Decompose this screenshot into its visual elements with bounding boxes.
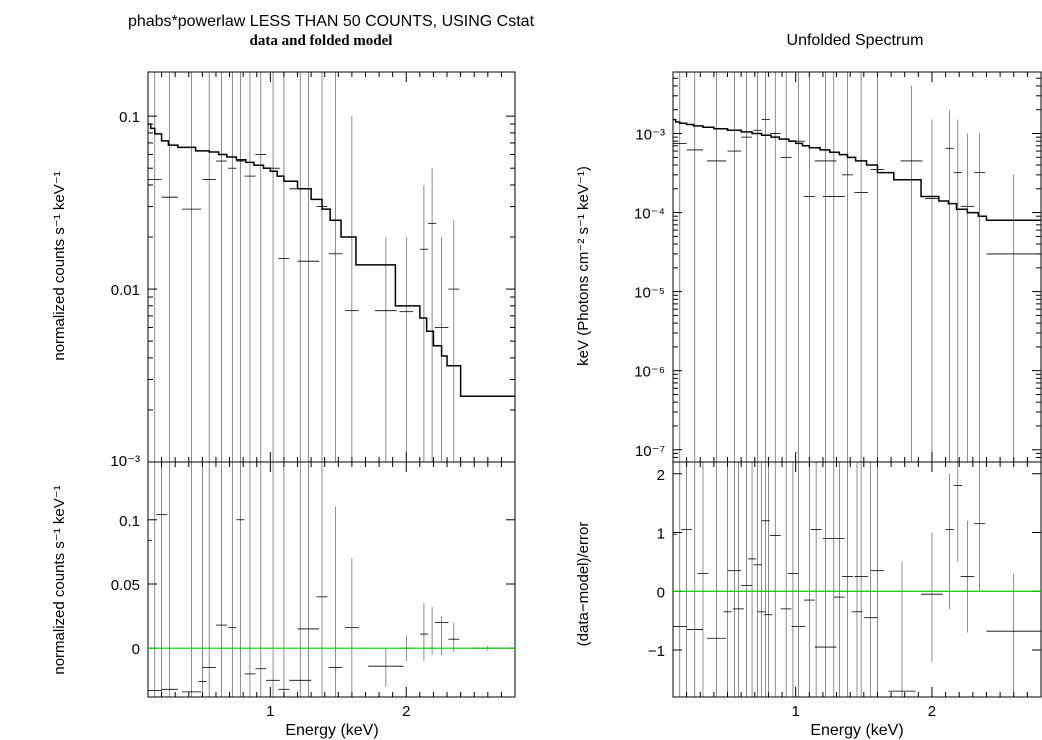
right-bottom-ytick-label: 2 bbox=[657, 467, 665, 484]
right-bottom-ylabel: (data−model)/error bbox=[575, 522, 592, 647]
right-top-model-line bbox=[673, 118, 1041, 221]
right-title: Unfolded Spectrum bbox=[787, 32, 924, 49]
left-top-panel: 10⁻³ 0.01 0.1 bbox=[110, 71, 516, 470]
left-top-ytick-label: 0.1 bbox=[119, 109, 140, 126]
left-bottom-frame bbox=[147, 461, 516, 698]
left-subtitle: data and folded model bbox=[250, 33, 393, 49]
right-bottom-xtick-label: 1 bbox=[791, 703, 799, 720]
left-bottom-ylabel: normalized counts s⁻¹ keV⁻¹ bbox=[51, 485, 68, 674]
right-bottom-xtick-label: 2 bbox=[928, 703, 936, 720]
right-top-panel: 10⁻⁷ 10⁻⁶ 10⁻⁵ 10⁻⁴ 10⁻³ bbox=[634, 71, 1042, 463]
left-xlabel: Energy (keV) bbox=[285, 722, 378, 739]
left-top-ylabel: normalized counts s⁻¹ keV⁻¹ bbox=[51, 171, 68, 360]
left-bottom-ytick-label: 0 bbox=[132, 641, 140, 658]
right-xlabel: Energy (keV) bbox=[810, 722, 903, 739]
left-bottom-panel: 0 0.05 0.1 1 2 bbox=[111, 461, 516, 720]
left-top-frame bbox=[147, 71, 516, 463]
right-bottom-ytick-label: 0 bbox=[657, 584, 665, 601]
left-bottom-xtick-label: 2 bbox=[402, 703, 410, 720]
right-top-ytick-label: 10⁻⁶ bbox=[634, 364, 665, 381]
left-bottom-ytick-label: 0.1 bbox=[119, 513, 140, 530]
right-bottom-ytick-label: 1 bbox=[657, 526, 665, 543]
left-bottom-xtick-label: 1 bbox=[266, 703, 274, 720]
right-top-ytick-label: 10⁻⁷ bbox=[635, 443, 665, 460]
left-top-ytick-label: 0.01 bbox=[111, 282, 140, 299]
right-bottom-ytick-label: −1 bbox=[648, 643, 665, 660]
left-top-model-line bbox=[148, 123, 515, 398]
right-top-ytick-label: 10⁻⁴ bbox=[634, 206, 665, 223]
left-title: phabs*powerlaw LESS THAN 50 COUNTS, USIN… bbox=[128, 13, 535, 30]
right-top-ytick-label: 10⁻⁵ bbox=[634, 285, 665, 302]
left-bottom-ytick-label: 0.05 bbox=[111, 577, 140, 594]
right-bottom-panel: −1 0 1 2 1 2 bbox=[648, 461, 1042, 720]
right-top-ytick-label: 10⁻³ bbox=[635, 127, 665, 144]
right-top-ylabel: keV (Photons cm⁻² s⁻¹ keV⁻¹) bbox=[575, 166, 592, 366]
left-top-ytick-label: 10⁻³ bbox=[110, 453, 140, 470]
